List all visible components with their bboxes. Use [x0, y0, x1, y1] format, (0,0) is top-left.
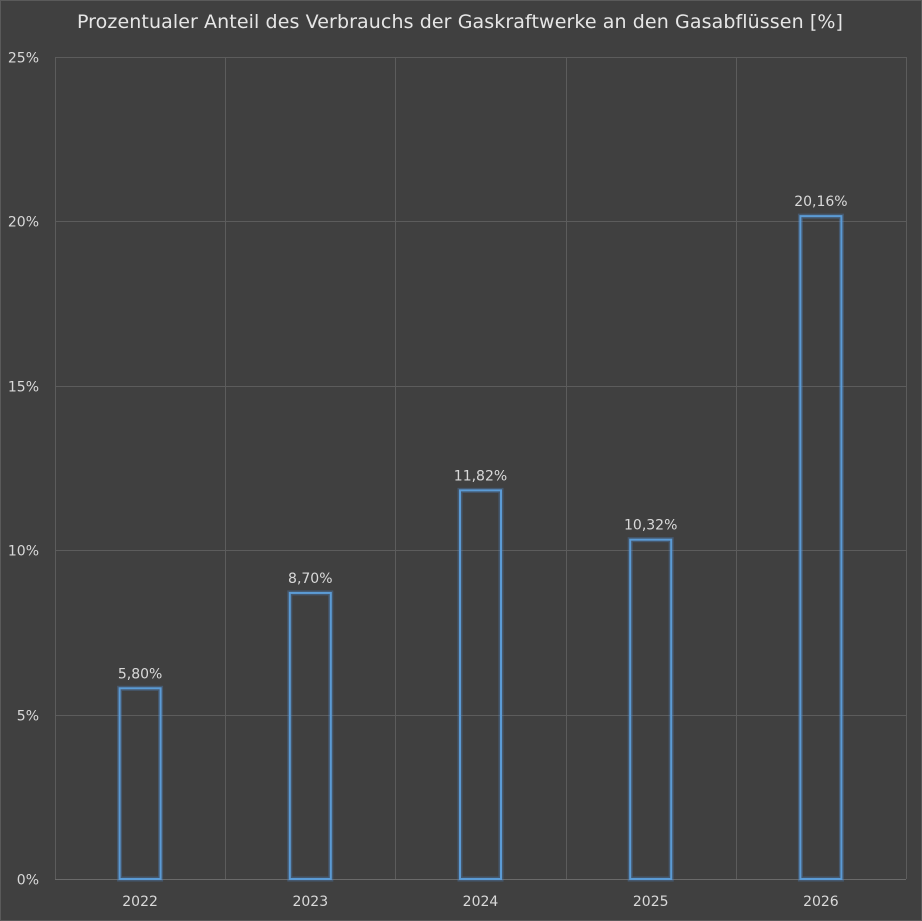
bar-2024 — [459, 489, 502, 880]
bar-glow — [457, 487, 504, 882]
y-tick-label: 25% — [8, 51, 39, 67]
data-label: 11,82% — [454, 468, 507, 484]
data-label: 10,32% — [624, 518, 677, 534]
bar-2023 — [288, 591, 332, 880]
bar-glow — [117, 685, 164, 882]
bar-2026 — [799, 215, 843, 880]
bar-2022 — [118, 687, 162, 881]
bar-glow — [797, 213, 844, 882]
y-tick-label: 10% — [8, 544, 39, 560]
bar-layer — [117, 213, 844, 882]
data-label: 8,70% — [288, 571, 332, 587]
x-tick-label: 2023 — [292, 894, 328, 910]
x-tick-label: 2022 — [122, 894, 158, 910]
grid-layer — [55, 57, 907, 880]
y-tick-label: 15% — [8, 380, 39, 396]
label-layer: 5,80% 8,70% 11,82% 10,32% 20,16% — [118, 194, 848, 682]
chart-title: Prozentualer Anteil des Verbrauchs der G… — [76, 11, 844, 33]
data-label: 20,16% — [794, 194, 847, 210]
x-tick-label: 2026 — [803, 894, 839, 910]
y-tick-label: 5% — [17, 709, 39, 725]
axis-layer: 0% 5% 10% 15% 20% 25% 2022 2023 2024 2025 2026 — [8, 51, 839, 911]
x-tick-label: 2024 — [463, 894, 499, 910]
y-tick-label: 20% — [8, 215, 39, 231]
y-tick-label: 0% — [17, 873, 39, 889]
bar-2025 — [629, 538, 673, 880]
data-label: 5,80% — [118, 666, 162, 682]
bar-glow — [287, 590, 334, 882]
bar-glow — [627, 537, 674, 882]
x-tick-label: 2025 — [633, 894, 669, 910]
